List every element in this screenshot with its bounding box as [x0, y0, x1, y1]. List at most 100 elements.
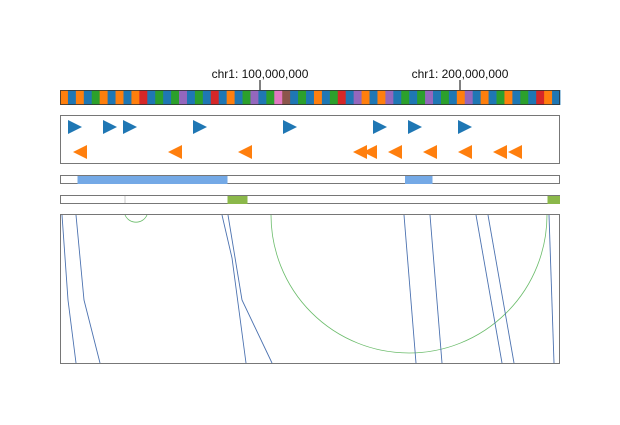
ideogram-tick-group: chr1: 100,000,000 chr1: 200,000,000 [212, 67, 509, 90]
interval-block [547, 196, 560, 204]
ideogram-band [552, 90, 561, 105]
ideogram-band [171, 90, 180, 105]
ideogram-band [425, 90, 434, 105]
reverse-strand-marker [423, 145, 437, 159]
ideogram-band [123, 90, 132, 105]
forward-strand-marker [283, 120, 297, 134]
ideogram-band [91, 90, 101, 105]
reverse-strand-marker [353, 145, 367, 159]
ideogram-band [163, 90, 172, 105]
interval-track-2-frame [60, 195, 560, 204]
ideogram-band [186, 90, 196, 105]
reverse-strand-marker [73, 145, 87, 159]
ideogram-tick-label: chr1: 200,000,000 [412, 67, 509, 81]
ideogram-band [274, 90, 283, 105]
link-line [221, 214, 247, 364]
ideogram-band [496, 90, 505, 105]
link-line [548, 214, 555, 364]
reverse-strand-marker [493, 145, 507, 159]
chromosome-ideogram [60, 90, 561, 105]
ideogram-band [472, 90, 482, 105]
strand-track [68, 120, 522, 159]
ideogram-band [448, 90, 458, 105]
forward-strand-marker [68, 120, 82, 134]
reverse-strand-marker [508, 145, 522, 159]
ideogram-band [218, 90, 228, 105]
ideogram-band [393, 90, 402, 105]
ideogram-band [194, 90, 204, 105]
ideogram-band [290, 90, 299, 105]
forward-strand-marker [408, 120, 422, 134]
arc-track-frame [60, 214, 560, 364]
ideogram-band [488, 90, 497, 105]
ideogram-band [377, 90, 386, 105]
ideogram-band [417, 90, 426, 105]
ideogram-band [321, 90, 331, 105]
link-line [475, 214, 503, 364]
ideogram-band [544, 90, 553, 105]
ideogram-band [179, 90, 188, 105]
interval-block [227, 196, 248, 204]
ideogram-band [313, 90, 323, 105]
ideogram-band [329, 90, 339, 105]
ideogram-band [504, 90, 513, 105]
ideogram-band [282, 90, 291, 105]
ideogram-band [345, 90, 355, 105]
ideogram-band [210, 90, 220, 105]
link-line [429, 214, 443, 364]
interval-block [77, 176, 94, 184]
interval-block [94, 176, 228, 184]
ideogram-band [456, 90, 466, 105]
ideogram-band [60, 90, 69, 105]
ideogram-band [536, 90, 545, 105]
arc-track [61, 214, 555, 364]
reverse-strand-marker [388, 145, 402, 159]
ideogram-band [75, 90, 85, 105]
ideogram-band [67, 90, 77, 105]
interval-block [405, 176, 433, 184]
ideogram-band [242, 90, 251, 105]
ideogram-tick: chr1: 100,000,000 [212, 67, 309, 90]
ideogram-band [401, 90, 410, 105]
ideogram-band [266, 90, 275, 105]
ideogram-band [369, 90, 378, 105]
forward-strand-marker [193, 120, 207, 134]
ideogram-band [409, 90, 418, 105]
ideogram-band [83, 90, 93, 105]
ideogram-border [60, 90, 560, 105]
interval-track-1-frame [60, 175, 560, 184]
ideogram-band [337, 90, 347, 105]
link-line [61, 214, 77, 364]
reverse-strand-marker [238, 145, 252, 159]
ideogram-band [107, 90, 116, 105]
ideogram-band [202, 90, 212, 105]
reverse-strand-marker [458, 145, 472, 159]
ideogram-band [361, 90, 370, 105]
ideogram-band [385, 90, 394, 105]
ideogram-band [464, 90, 474, 105]
forward-strand-marker [458, 120, 472, 134]
ideogram-band [139, 90, 148, 105]
ideogram-band [131, 90, 140, 105]
ideogram-tick: chr1: 200,000,000 [412, 67, 509, 90]
ideogram-band [440, 90, 450, 105]
ideogram-band [115, 90, 124, 105]
ideogram-band [306, 90, 315, 105]
ideogram-band [480, 90, 489, 105]
arc-link [270, 214, 548, 354]
link-line [75, 214, 101, 364]
link-line [487, 214, 515, 364]
interval-track-1 [77, 176, 433, 184]
forward-strand-marker [373, 120, 387, 134]
ideogram-band [147, 90, 156, 105]
forward-strand-marker [123, 120, 137, 134]
ideogram-band [226, 90, 236, 105]
ideogram-band [433, 90, 442, 105]
ideogram-tick-label: chr1: 100,000,000 [212, 67, 309, 81]
ideogram-band [528, 90, 537, 105]
ideogram-band [234, 90, 243, 105]
arc-link [124, 214, 148, 223]
ideogram-band [258, 90, 267, 105]
ideogram-band [250, 90, 259, 105]
ideogram-band [512, 90, 521, 105]
